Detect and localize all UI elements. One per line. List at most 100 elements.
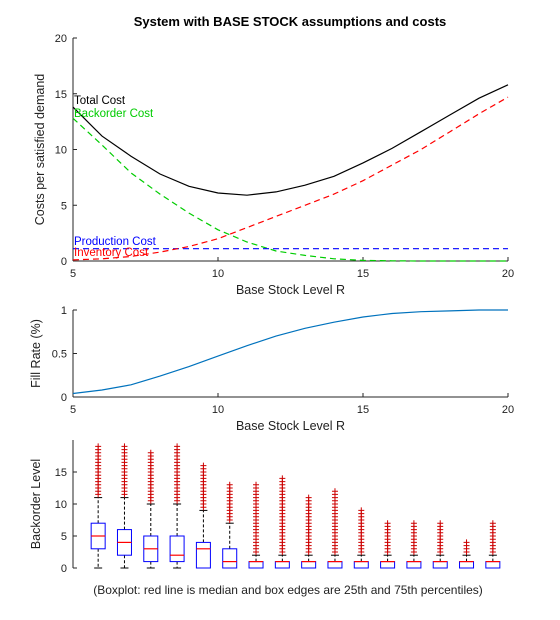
outlier-marker (147, 453, 154, 459)
x-tick-label: 15 (357, 404, 369, 416)
outlier-marker (253, 491, 260, 498)
outlier-marker (331, 504, 338, 511)
box (380, 561, 396, 569)
outlier-marker (279, 517, 286, 523)
outlier-marker (305, 542, 312, 549)
outlier-marker (279, 529, 286, 536)
outlier-marker (253, 485, 260, 491)
y-tick-label: 5 (61, 531, 67, 543)
outlier-marker (174, 459, 181, 466)
box (222, 548, 238, 569)
outlier-marker (253, 529, 260, 536)
outlier-marker (410, 523, 417, 530)
box (459, 561, 475, 569)
outlier-marker (384, 523, 391, 530)
x-axis-label: Base Stock Level R (236, 419, 345, 433)
outlier-marker (226, 517, 233, 523)
x-axis-label: Base Stock Level R (236, 283, 345, 297)
outlier-marker (174, 453, 181, 459)
outlier-marker (121, 453, 128, 459)
boxplot-group (380, 520, 396, 569)
series-label-backorder-cost: Backorder Cost (74, 108, 154, 120)
outlier-marker (226, 491, 233, 498)
outlier-marker (95, 465, 102, 472)
outlier-marker (174, 478, 181, 485)
y-tick-label: 0 (61, 392, 67, 404)
boxplot-group (116, 443, 132, 569)
outlier-marker (279, 549, 286, 555)
outlier-marker (384, 529, 391, 536)
outlier-marker (95, 485, 102, 491)
boxplot-group (353, 507, 369, 569)
outlier-marker (437, 542, 444, 549)
outlier-marker (200, 504, 207, 511)
y-tick-label: 0 (61, 256, 67, 268)
outlier-marker (174, 465, 181, 472)
outlier-marker (410, 529, 417, 536)
outlier-marker (331, 491, 338, 498)
outlier-marker (489, 529, 496, 536)
x-tick-label: 20 (502, 268, 514, 280)
outlier-marker (121, 459, 128, 466)
outlier-marker (305, 529, 312, 536)
outlier-marker (121, 465, 128, 472)
outlier-marker (226, 510, 233, 517)
y-axis-label: Backorder Level (29, 459, 43, 549)
outlier-marker (226, 497, 233, 504)
outlier-marker (200, 465, 207, 472)
outlier-marker (253, 549, 260, 555)
outlier-marker (279, 497, 286, 504)
outlier-marker (121, 478, 128, 485)
boxplot-group (90, 443, 106, 569)
outlier-marker (279, 478, 286, 485)
boxplot-group (301, 494, 317, 569)
outlier-marker (437, 536, 444, 543)
outlier-marker (147, 465, 154, 472)
outlier-marker (358, 542, 365, 549)
outlier-marker (279, 523, 286, 530)
boxplot-group (222, 481, 238, 569)
outlier-marker (489, 549, 496, 555)
outlier-marker (200, 491, 207, 498)
outlier-marker (95, 472, 102, 479)
outlier-marker (331, 529, 338, 536)
outlier-marker (279, 504, 286, 511)
y-tick-label: 15 (55, 467, 67, 479)
outlier-marker (305, 536, 312, 543)
boxplot-group (274, 475, 290, 569)
inventory-cost-line (72, 96, 509, 261)
outlier-marker (331, 523, 338, 530)
outlier-marker (147, 497, 154, 504)
outlier-marker (174, 446, 181, 453)
series-label-total-cost: Total Cost (74, 95, 126, 107)
outlier-marker (147, 485, 154, 491)
outlier-marker (253, 510, 260, 517)
boxplot-group (248, 481, 264, 569)
outlier-marker (305, 517, 312, 523)
backorder-boxplot: 0 5 10 15 Backorder Level (29, 440, 501, 575)
outlier-marker (253, 504, 260, 511)
outlier-marker (358, 549, 365, 555)
y-axis-label: Fill Rate (%) (29, 319, 43, 388)
y-tick-label: 10 (55, 499, 67, 511)
outlier-marker (331, 542, 338, 549)
outlier-marker (489, 542, 496, 549)
outlier-marker (331, 536, 338, 543)
series-label-inventory-cost: Inventory Cost (74, 247, 149, 259)
outlier-marker (147, 472, 154, 479)
outlier-marker (95, 491, 102, 498)
boxplot-group (327, 488, 343, 569)
outlier-marker (358, 536, 365, 543)
y-tick-label: 0.5 (52, 349, 67, 361)
outlier-marker (121, 491, 128, 498)
figure-title: System with BASE STOCK assumptions and c… (134, 14, 447, 29)
box (301, 561, 317, 569)
box (406, 561, 422, 569)
fill-rate-chart: 5 10 15 20 0 0.5 1 Base Stock Level R Fill Rate … (29, 305, 514, 433)
outlier-marker (200, 485, 207, 491)
outlier-marker (226, 485, 233, 491)
outlier-marker (358, 517, 365, 523)
x-tick-label: 10 (212, 268, 224, 280)
boxplot-group (406, 520, 422, 569)
